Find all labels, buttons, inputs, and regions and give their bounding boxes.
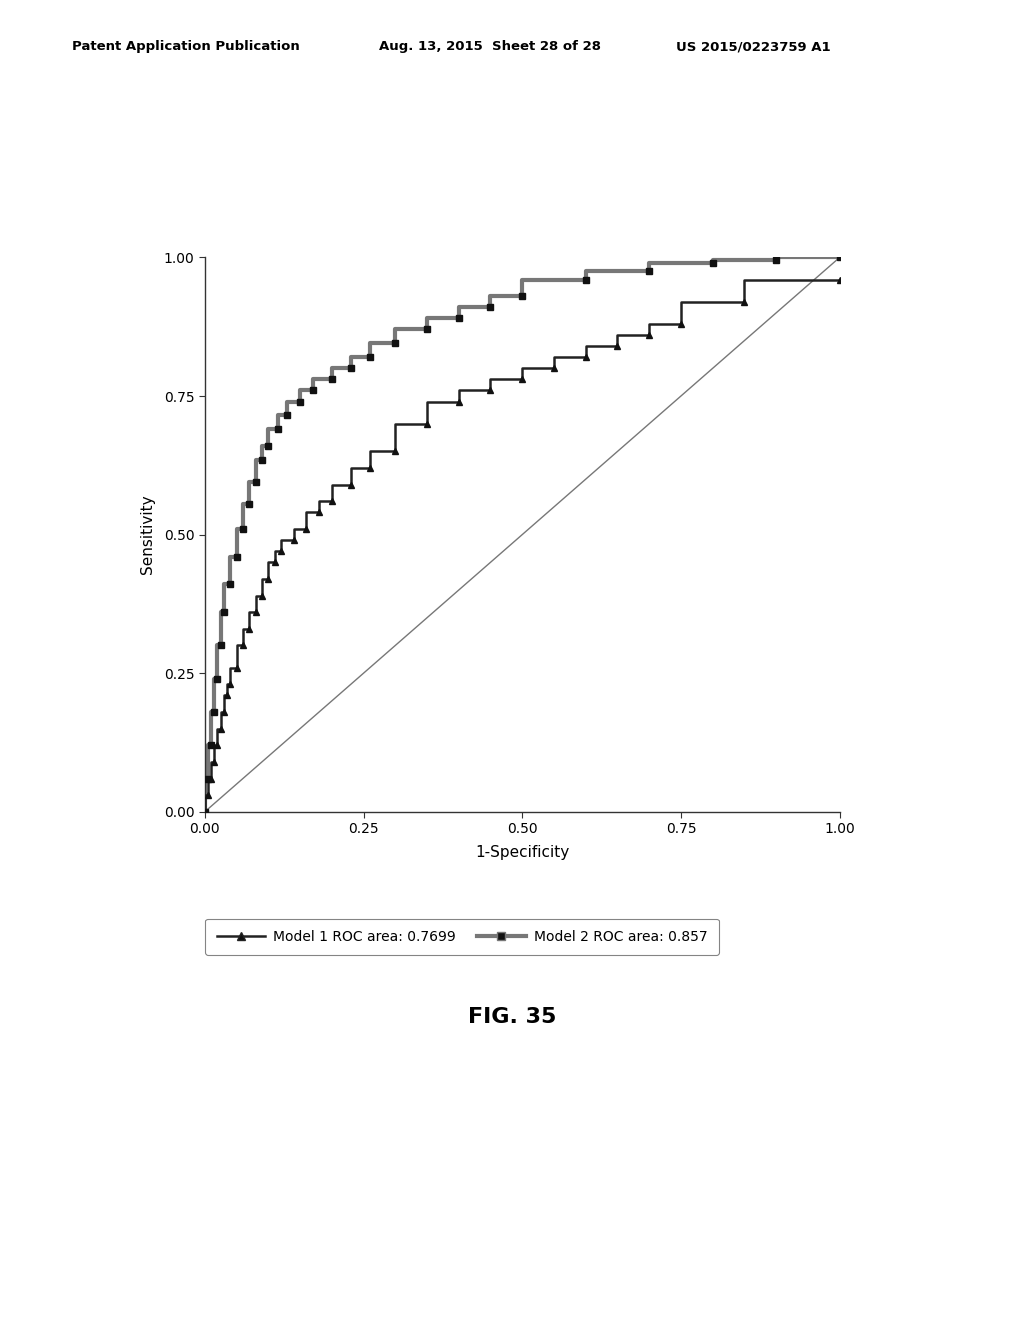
Text: US 2015/0223759 A1: US 2015/0223759 A1	[676, 40, 830, 53]
Text: Aug. 13, 2015  Sheet 28 of 28: Aug. 13, 2015 Sheet 28 of 28	[379, 40, 601, 53]
Text: Patent Application Publication: Patent Application Publication	[72, 40, 299, 53]
X-axis label: 1-Specificity: 1-Specificity	[475, 845, 569, 859]
Legend: Model 1 ROC area: 0.7699, Model 2 ROC area: 0.857: Model 1 ROC area: 0.7699, Model 2 ROC ar…	[206, 919, 719, 954]
Y-axis label: Sensitivity: Sensitivity	[140, 495, 156, 574]
Text: FIG. 35: FIG. 35	[468, 1007, 556, 1027]
